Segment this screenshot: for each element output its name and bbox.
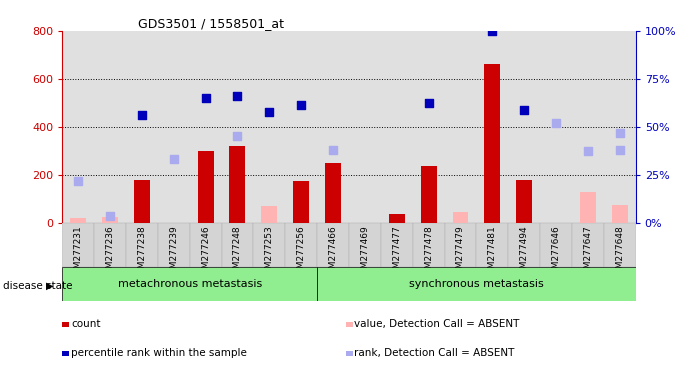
Bar — [413, 223, 444, 267]
Text: value, Detection Call = ABSENT: value, Detection Call = ABSENT — [354, 319, 520, 329]
Bar — [604, 223, 636, 267]
Bar — [158, 223, 189, 267]
Bar — [62, 267, 317, 301]
Text: synchronous metastasis: synchronous metastasis — [409, 279, 544, 289]
Text: rank, Detection Call = ABSENT: rank, Detection Call = ABSENT — [354, 348, 515, 358]
Bar — [198, 151, 214, 223]
Point — [200, 95, 211, 101]
Bar — [389, 214, 405, 223]
Point — [136, 112, 147, 118]
Bar — [189, 223, 222, 267]
Bar — [62, 223, 94, 267]
Text: GSM277231: GSM277231 — [74, 225, 83, 280]
Bar — [70, 218, 86, 223]
Bar — [94, 223, 126, 267]
Text: GSM277647: GSM277647 — [583, 225, 592, 280]
Bar — [572, 223, 604, 267]
Point — [614, 146, 625, 152]
Bar — [293, 181, 309, 223]
Bar — [476, 223, 509, 267]
Bar — [229, 146, 245, 223]
Text: GSM277479: GSM277479 — [456, 225, 465, 280]
Text: GSM277466: GSM277466 — [328, 225, 337, 280]
Bar — [254, 223, 285, 267]
Bar — [317, 223, 349, 267]
Bar — [509, 223, 540, 267]
Point — [104, 212, 115, 218]
Bar — [381, 223, 413, 267]
Bar — [285, 223, 317, 267]
Point — [232, 133, 243, 139]
Bar — [349, 223, 381, 267]
Text: GSM277239: GSM277239 — [169, 225, 178, 280]
Bar — [484, 65, 500, 223]
Point — [73, 178, 84, 184]
Bar — [325, 163, 341, 223]
Point — [296, 102, 307, 108]
Bar — [421, 166, 437, 223]
Point — [423, 100, 434, 106]
Bar — [317, 267, 636, 301]
Point — [583, 148, 594, 154]
Text: GSM277236: GSM277236 — [106, 225, 115, 280]
Text: GSM277469: GSM277469 — [361, 225, 370, 280]
Text: GSM277478: GSM277478 — [424, 225, 433, 280]
Bar — [580, 192, 596, 223]
Text: GSM277646: GSM277646 — [551, 225, 560, 280]
Text: ▶: ▶ — [46, 281, 53, 291]
Bar — [540, 223, 572, 267]
Text: GSM277253: GSM277253 — [265, 225, 274, 280]
Bar — [102, 217, 118, 223]
Point — [614, 130, 625, 136]
Text: GDS3501 / 1558501_at: GDS3501 / 1558501_at — [138, 17, 284, 30]
Bar — [453, 212, 468, 223]
Text: metachronous metastasis: metachronous metastasis — [117, 279, 262, 289]
Text: count: count — [71, 319, 101, 329]
Bar — [134, 180, 150, 223]
Bar — [444, 223, 476, 267]
Point — [264, 109, 275, 116]
Text: GSM277246: GSM277246 — [201, 225, 210, 280]
Text: GSM277648: GSM277648 — [615, 225, 624, 280]
Bar — [516, 180, 532, 223]
Point — [168, 156, 179, 162]
Text: percentile rank within the sample: percentile rank within the sample — [71, 348, 247, 358]
Text: GSM277248: GSM277248 — [233, 225, 242, 280]
Bar — [261, 206, 277, 223]
Point — [519, 107, 530, 113]
Bar — [222, 223, 254, 267]
Text: GSM277238: GSM277238 — [138, 225, 146, 280]
Point — [486, 28, 498, 34]
Text: GSM277256: GSM277256 — [296, 225, 305, 280]
Point — [232, 93, 243, 99]
Text: disease state: disease state — [3, 281, 73, 291]
Point — [328, 146, 339, 152]
Bar — [612, 205, 627, 223]
Text: GSM277477: GSM277477 — [392, 225, 401, 280]
Bar — [126, 223, 158, 267]
Text: GSM277481: GSM277481 — [488, 225, 497, 280]
Point — [551, 120, 562, 126]
Text: GSM277494: GSM277494 — [520, 225, 529, 280]
